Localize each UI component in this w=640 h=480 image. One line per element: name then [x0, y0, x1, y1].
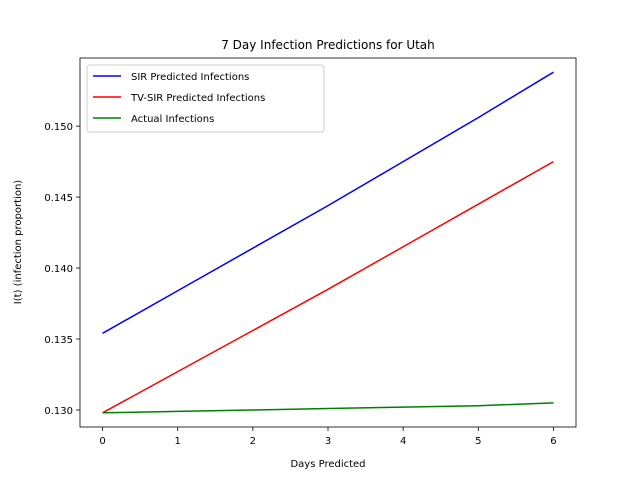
series-line-1: [102, 71, 554, 334]
legend-box: [86, 64, 325, 133]
y-tick-label: 0.150: [44, 122, 73, 133]
y-tick-label: 0.145: [44, 193, 73, 204]
x-tick-label: 6: [550, 436, 556, 447]
x-tick-label: 4: [400, 436, 406, 447]
series-line-3: [102, 402, 554, 414]
legend: SIR Predicted Infections TV-SIR Predicted…: [86, 64, 325, 133]
x-tick-label: 3: [325, 436, 331, 447]
series-line-2: [102, 160, 554, 414]
legend-label-2: TV-SIR Predicted Infections: [130, 93, 265, 104]
legend-label-1: SIR Predicted Infections: [131, 72, 249, 83]
plot-area: [102, 71, 554, 414]
y-axis: 0.130 0.135 0.140 0.145 0.150: [44, 122, 80, 417]
x-tick-label: 1: [175, 436, 181, 447]
x-axis: 0 1 2 3 4 5 6: [99, 427, 557, 447]
x-tick-label: 5: [475, 436, 481, 447]
chart-title: 7 Day Infection Predictions for Utah: [221, 38, 435, 52]
y-axis-label: I(t) (infection proportion): [13, 180, 24, 304]
x-axis-label: Days Predicted: [290, 459, 365, 470]
legend-label-3: Actual Infections: [131, 114, 214, 125]
y-tick-label: 0.130: [44, 406, 73, 417]
x-tick-label: 0: [99, 436, 105, 447]
y-tick-label: 0.140: [44, 264, 73, 275]
y-tick-label: 0.135: [44, 335, 73, 346]
x-tick-label: 2: [250, 436, 256, 447]
